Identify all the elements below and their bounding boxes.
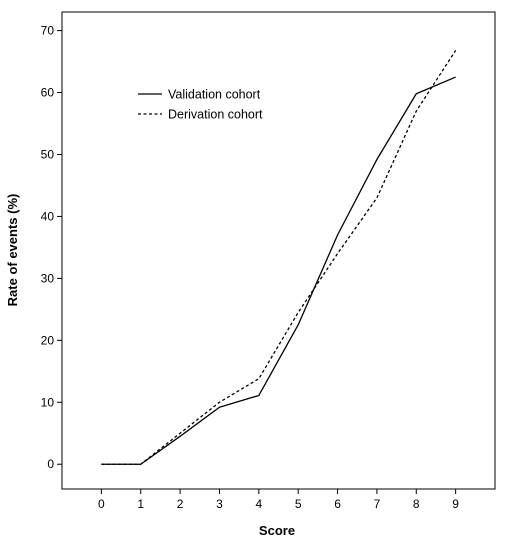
- y-axis-title: Rate of events (%): [5, 194, 20, 307]
- legend-label-validation: Validation cohort: [168, 88, 261, 102]
- y-tick-label: 50: [41, 147, 55, 161]
- x-axis-title: Score: [259, 523, 295, 538]
- plot-frame: [61, 11, 496, 490]
- series-line-validation: [101, 76, 456, 465]
- y-tick-label: 40: [41, 209, 55, 223]
- x-tick-label: 3: [216, 497, 223, 511]
- x-tick-label: 2: [177, 497, 184, 511]
- legend: Validation cohort Derivation cohort: [138, 88, 263, 122]
- y-tick-label: 10: [41, 395, 55, 409]
- y-tick-label: 20: [41, 333, 55, 347]
- y-tick-label: 70: [41, 24, 55, 38]
- x-tick-label: 4: [255, 497, 262, 511]
- y-tick-label: 30: [41, 271, 55, 285]
- series-layer: [101, 50, 457, 465]
- x-tick-label: 6: [334, 497, 341, 511]
- x-tick-label: 5: [295, 497, 302, 511]
- x-tick-label: 0: [98, 497, 105, 511]
- x-tick-label: 7: [374, 497, 381, 511]
- x-axis-ticks: 0 1 2 3 4 5 6 7 8 9: [98, 489, 459, 511]
- x-tick-label: 9: [452, 497, 459, 511]
- legend-label-derivation: Derivation cohort: [168, 108, 263, 122]
- y-tick-label: 60: [41, 86, 55, 100]
- y-tick-label: 0: [47, 457, 54, 471]
- x-tick-label: 1: [137, 497, 144, 511]
- x-tick-label: 8: [413, 497, 420, 511]
- y-axis-ticks: 0 10 20 30 40 50 60 70: [41, 24, 62, 471]
